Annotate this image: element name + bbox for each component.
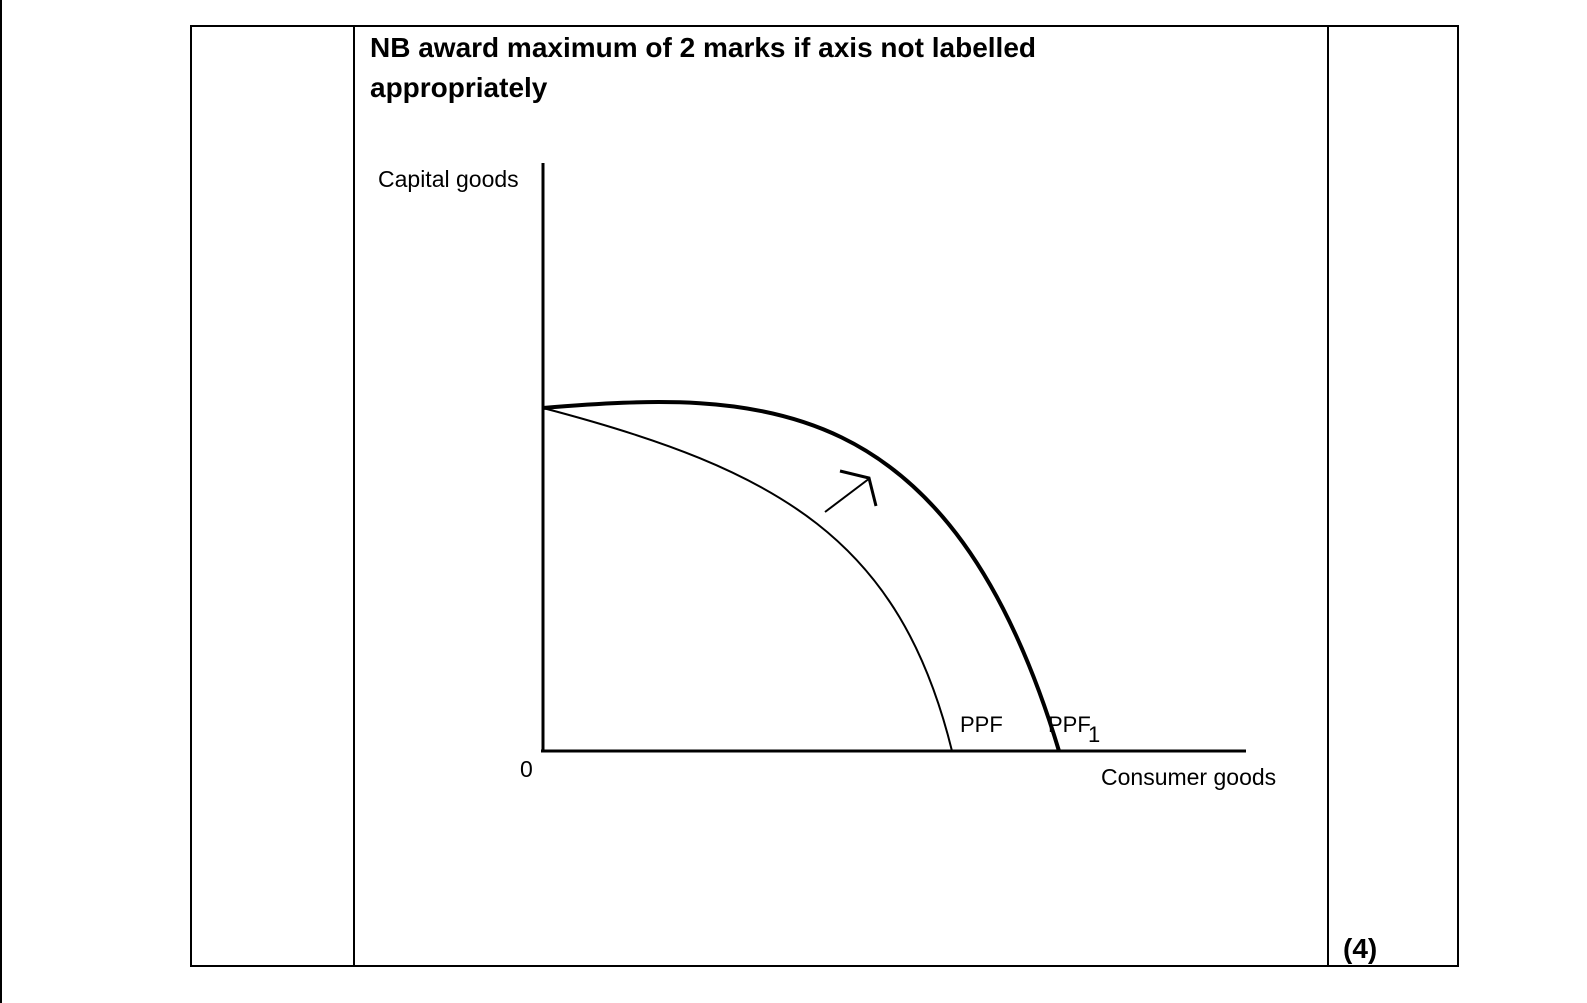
shift-arrow	[824, 477, 871, 513]
curve-label-subscript: 1	[1088, 722, 1100, 747]
arrow-head	[839, 469, 878, 507]
marks: (4)	[1343, 933, 1377, 964]
ppf-curve	[542, 407, 953, 752]
ppf-diagram: Capital goods 0 Consumer goods PPF PPF 1	[378, 163, 1276, 790]
y-axis-label: Capital goods	[378, 166, 519, 192]
ppf1-curve	[542, 400, 1061, 752]
curve-label: PPF	[1048, 712, 1091, 737]
note-text: appropriately	[370, 72, 548, 103]
note-text: NB award maximum of 2 marks if axis not …	[370, 32, 1036, 63]
curve-label: PPF	[960, 712, 1003, 737]
origin-label: 0	[520, 756, 533, 782]
x-axis-label: Consumer goods	[1101, 764, 1276, 790]
table-border	[190, 25, 1459, 967]
